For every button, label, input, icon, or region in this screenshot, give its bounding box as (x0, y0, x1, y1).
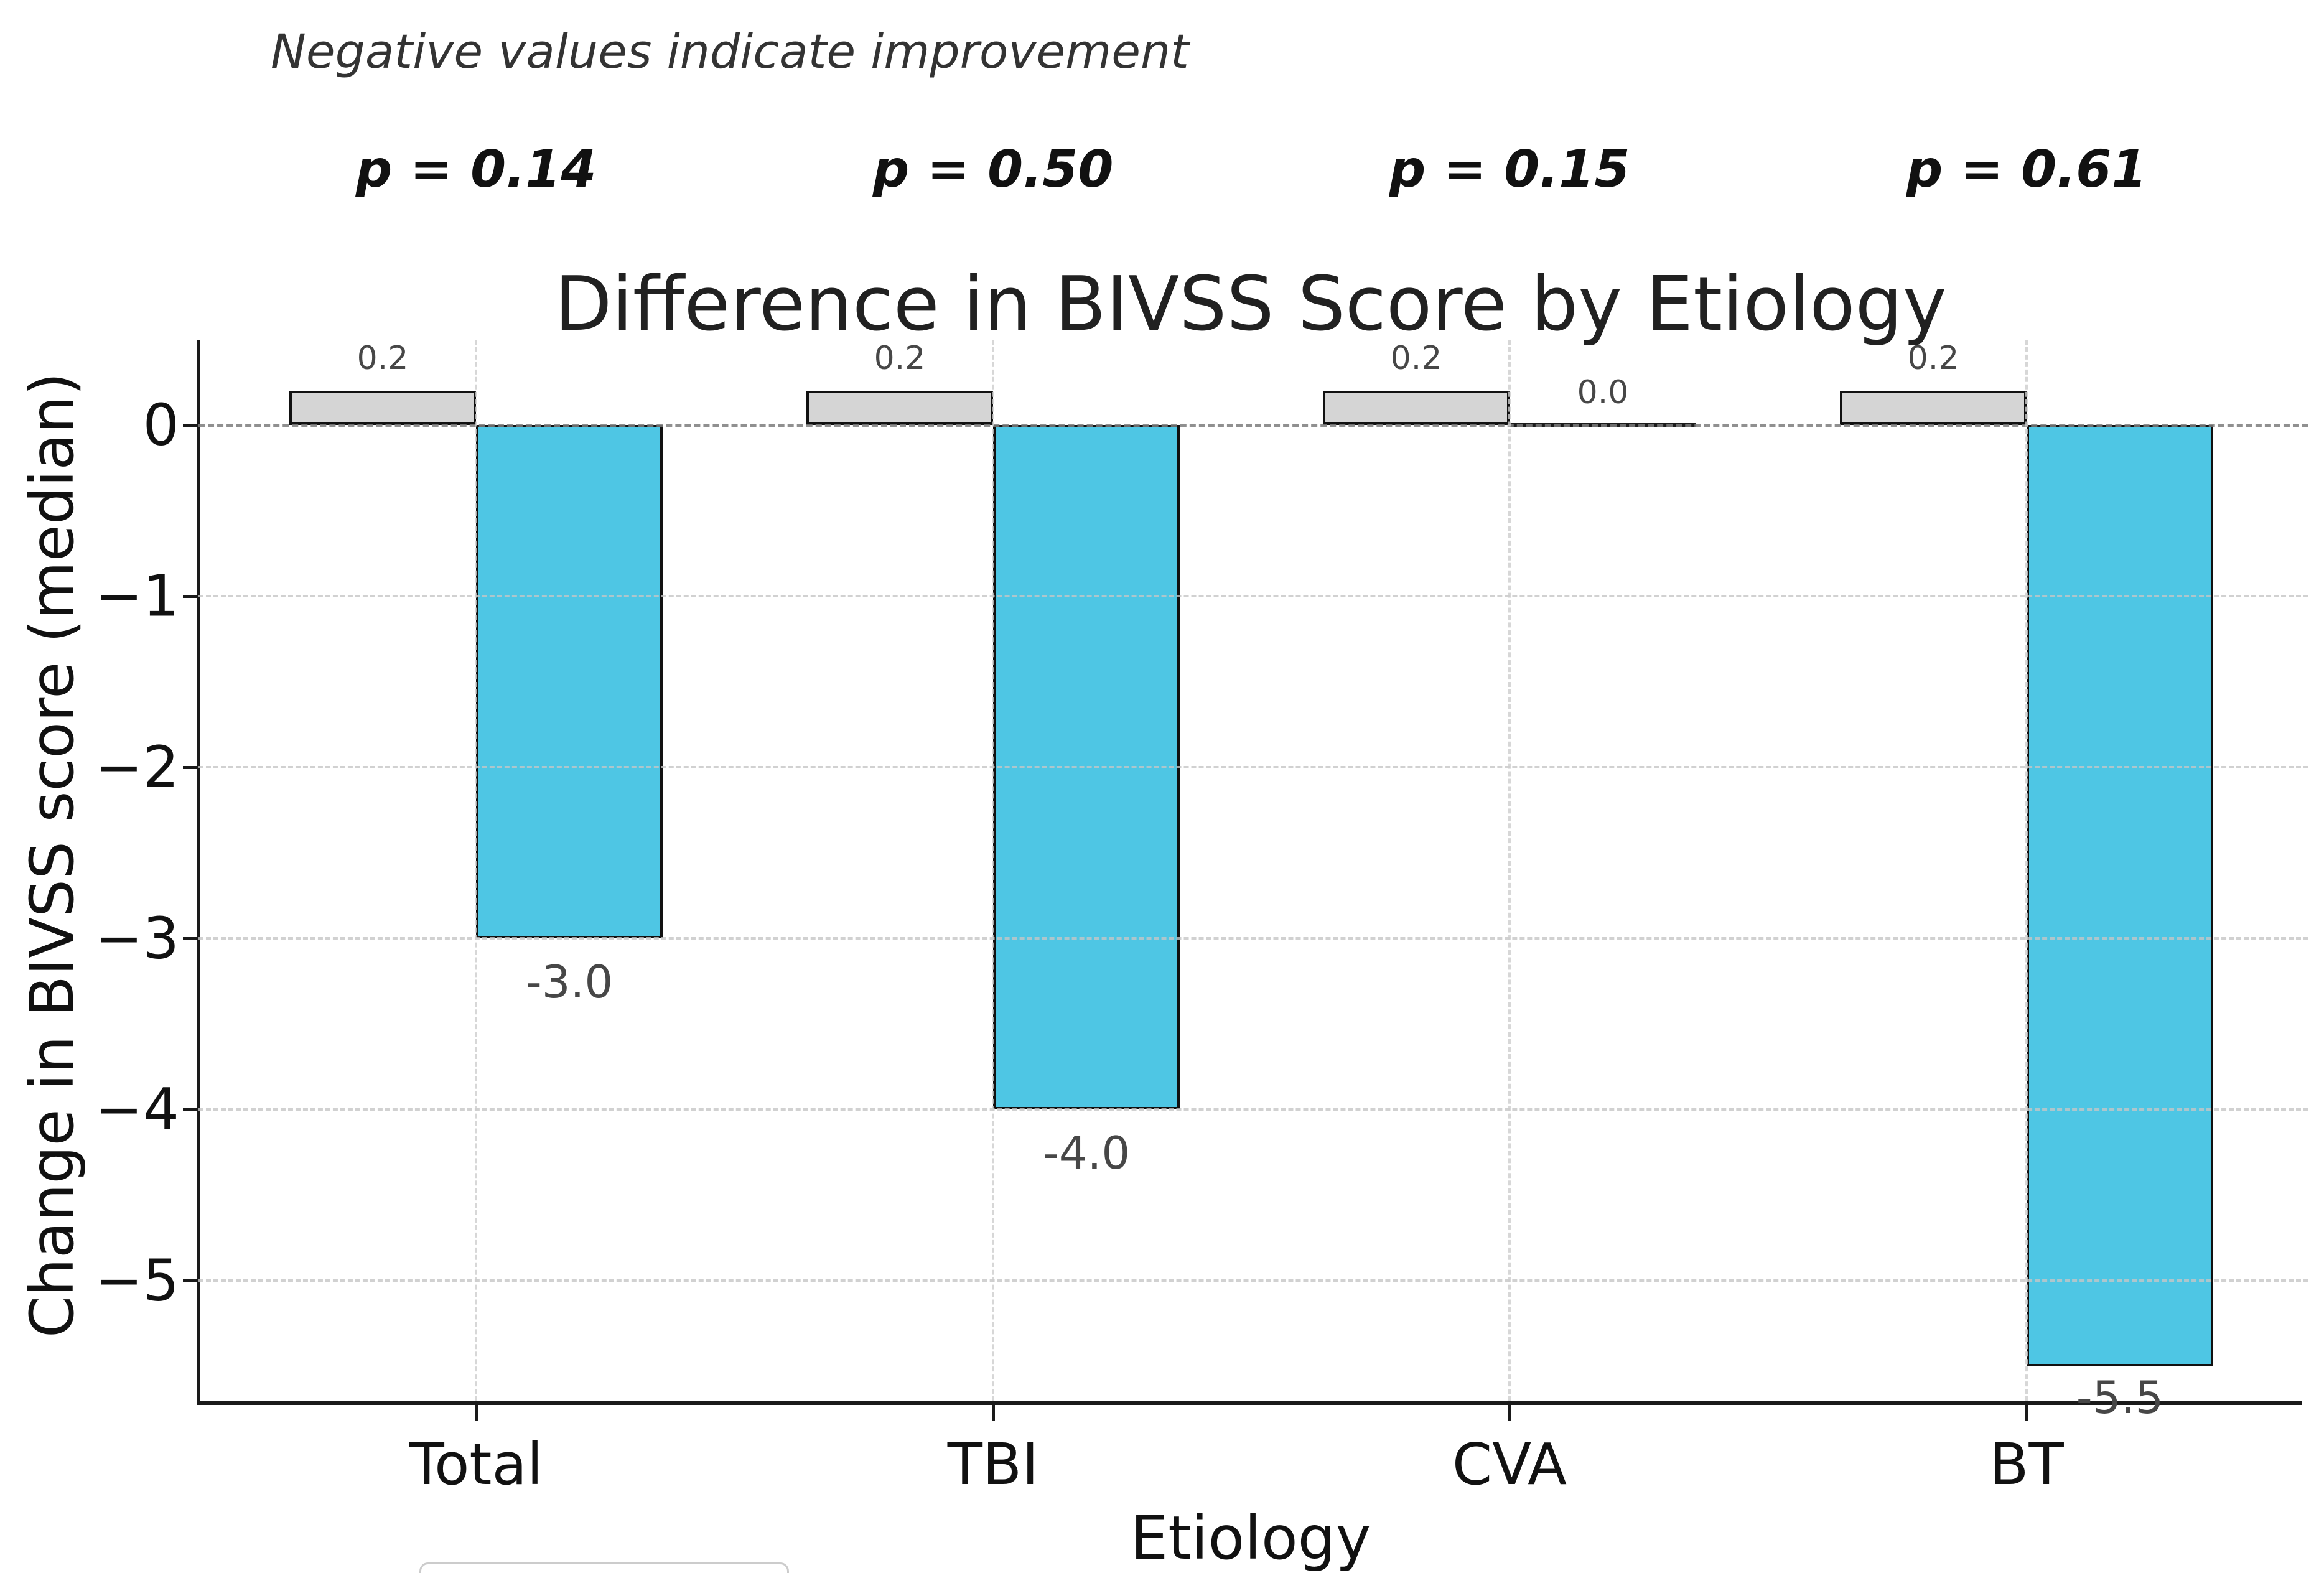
gridline-h (198, 595, 2308, 597)
y-tick-mark (183, 1108, 197, 1111)
control-value-label: 0.2 (1907, 340, 1959, 377)
y-tick-label--4: −4 (95, 1076, 179, 1143)
y-axis-label: Change in BIVSS score (median) (17, 372, 87, 1338)
control-value-label: 0.2 (1390, 340, 1442, 377)
y-tick-label--2: −2 (95, 734, 179, 801)
gridline-h (198, 937, 2308, 940)
x-tick-label-bt: BT (1989, 1431, 2064, 1498)
gridline-h (198, 1279, 2308, 1282)
therapy-value-label: -4.0 (1042, 1127, 1131, 1179)
plot-area: 0.2 -3.0 0.2 -4.0 0.2 0.0 0.2 -5.5 Control Ther… (197, 340, 2308, 1573)
gridline-v-bt (2025, 340, 2028, 1401)
y-tick-label--1: −1 (95, 562, 179, 630)
bottom-spine (197, 1401, 2302, 1405)
gridlines-layer (198, 340, 2308, 1401)
y-tick-mark (183, 1279, 197, 1282)
y-tick-label-0: 0 (142, 391, 179, 459)
control-value-label: 0.2 (874, 340, 926, 377)
y-tick-label--5: −5 (95, 1247, 179, 1314)
y-tick-mark (183, 424, 197, 427)
bar-value-labels-layer: 0.2 -3.0 0.2 -4.0 0.2 0.0 0.2 -5.5 (198, 340, 2308, 1424)
x-axis-label: Etiology (1130, 1503, 1371, 1573)
therapy-bar-bt (2027, 425, 2213, 1366)
gridline-v-cva (1508, 340, 1511, 1401)
y-tick-label--3: −3 (95, 905, 179, 972)
y-tick-mark (183, 937, 197, 940)
p-value-total: p = 0.14 (355, 140, 597, 199)
figure-note: Negative values indicate improvement (271, 24, 1189, 79)
x-tick-label-tbi: TBI (947, 1431, 1039, 1498)
x-tick-mark-total (475, 1405, 478, 1421)
gridline-h (198, 766, 2308, 768)
x-tick-label-total: Total (409, 1431, 543, 1498)
x-tick-mark-tbi (992, 1405, 995, 1421)
therapy-bar-total (476, 425, 663, 938)
legend: Control Therapy (419, 1562, 789, 1573)
x-tick-mark-cva (1508, 1405, 1511, 1421)
x-tick-label-cva: CVA (1452, 1431, 1567, 1498)
chart-title: Difference in BIVSS Score by Etiology (554, 261, 1947, 348)
p-value-cva: p = 0.15 (1389, 140, 1630, 199)
p-value-tbi: p = 0.50 (872, 140, 1114, 199)
x-tick-mark-bt (2025, 1405, 2028, 1421)
y-tick-mark (183, 595, 197, 598)
control-value-label: 0.2 (357, 340, 409, 377)
therapy-value-label: 0.0 (1577, 374, 1629, 411)
control-bar-total (289, 391, 476, 425)
gridline-v-total (475, 340, 477, 1401)
gridline-v-tbi (992, 340, 994, 1401)
left-spine (197, 340, 200, 1405)
zero-gridline (198, 424, 2308, 427)
therapy-value-label: -5.5 (2076, 1371, 2164, 1424)
p-value-bt: p = 0.61 (1906, 140, 2147, 199)
y-tick-mark (183, 766, 197, 769)
gridline-h (198, 1108, 2308, 1111)
therapy-value-label: -3.0 (525, 956, 614, 1008)
bars-layer (198, 340, 2308, 1401)
